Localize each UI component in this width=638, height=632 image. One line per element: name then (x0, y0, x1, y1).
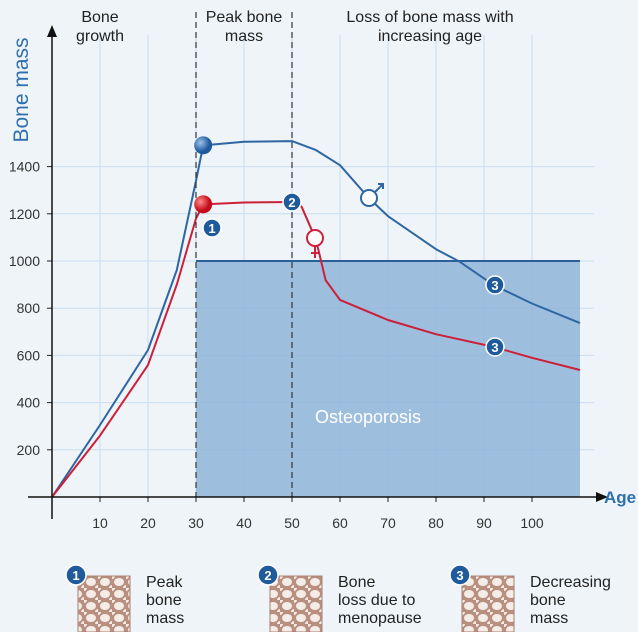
x-tick-label: 70 (380, 515, 396, 531)
x-tick-label: 60 (332, 515, 348, 531)
male-arrow (375, 184, 383, 192)
female-symbol (307, 230, 323, 258)
legend-label: Decreasing bone mass (530, 574, 611, 628)
y-tick-label: 1200 (9, 206, 40, 222)
x-tick-label: 20 (140, 515, 156, 531)
page: Osteoporosis 200 400 600 800 1000 1200 1400 10 2… (0, 0, 638, 632)
region-label: Peak bone mass (196, 8, 292, 46)
male-circle (361, 190, 377, 206)
y-tick-label: 800 (17, 300, 41, 316)
region-label: Bone growth (70, 8, 130, 46)
female-circle (307, 230, 323, 246)
male-symbol (361, 184, 383, 206)
chart: Osteoporosis 200 400 600 800 1000 1200 1400 10 2… (0, 0, 638, 632)
region-label: Loss of bone mass with increasing age (310, 8, 550, 46)
legend-badge-label: 1 (72, 568, 79, 583)
y-tick-label: 400 (17, 395, 41, 411)
legend-label: Peak bone mass (146, 574, 184, 628)
peak-point (194, 136, 212, 154)
legend-bone-image (78, 576, 130, 632)
legend-bone-image (270, 576, 322, 632)
y-tick-label: 1400 (9, 159, 40, 175)
y-tick-label: 1000 (9, 253, 40, 269)
y-axis-arrow (47, 25, 57, 37)
legend-badge-label: 2 (264, 568, 271, 583)
band-label: Osteoporosis (315, 407, 421, 427)
x-tick-label: 10 (92, 515, 108, 531)
number-badge-label: 2 (288, 195, 295, 210)
y-tick-label: 200 (17, 442, 41, 458)
number-badge-label: 3 (491, 340, 498, 355)
osteoporosis-band (196, 261, 580, 497)
x-tick-label: 30 (188, 515, 204, 531)
legend-bone-image (462, 576, 514, 632)
x-tick-label: 90 (476, 515, 492, 531)
legend-label: Bone loss due to menopause (338, 574, 422, 628)
number-badge-label: 3 (491, 278, 498, 293)
number-badge-label: 1 (208, 221, 215, 236)
x-tick-label: 100 (520, 515, 544, 531)
y-tick-label: 600 (17, 347, 41, 363)
legend-badge-label: 3 (456, 568, 463, 583)
y-axis-label: Bone mass (10, 37, 33, 142)
x-axis-label: Age (604, 488, 636, 507)
x-tick-label: 40 (236, 515, 252, 531)
peak-point (194, 195, 212, 213)
x-tick-label: 80 (428, 515, 444, 531)
x-tick-label: 50 (284, 515, 300, 531)
